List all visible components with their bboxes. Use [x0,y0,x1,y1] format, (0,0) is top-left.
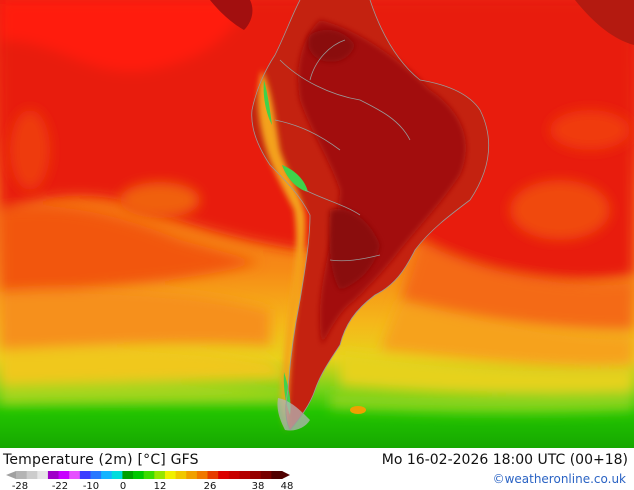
colorbar-swatch [79,471,91,479]
map-footer: Temperature (2m) [°C] GFS Mo 16-02-2026 … [0,448,634,490]
colorbar-tick-label: 48 [281,481,294,490]
colorbar-swatch [69,471,81,479]
colorbar-swatch [186,471,198,479]
colorbar-tick-label: 26 [204,481,217,490]
colorbar-min-arrow [6,471,16,479]
colorbar-swatch [218,471,230,479]
map-canvas [0,0,634,448]
colorbar-swatch [196,471,209,479]
colorbar-swatch [164,471,177,479]
colorbar-swatch [26,471,38,479]
colorbar-swatch [250,471,262,479]
colorbar-swatch [122,471,134,479]
colorbar-tick-label: -10 [83,481,99,490]
colorbar-swatch [101,471,113,479]
site-credit-link[interactable]: ©weatheronline.co.uk [492,472,626,486]
colorbar-swatch [260,471,272,479]
valid-time-label: Mo 16-02-2026 18:00 UTC (00+18) [381,452,628,468]
colorbar-legend: -28 -22 -10 0 12 26 38 48 [6,471,294,490]
colorbar-tick-label: -22 [52,481,68,490]
colorbar-swatch [228,471,240,479]
colorbar-swatch [37,471,49,479]
colorbar-swatch [58,471,70,479]
colorbar-swatches [6,471,290,479]
colorbar-swatch [47,471,60,479]
map-title: Temperature (2m) [°C] GFS [3,452,199,468]
colorbar-tick-label: 38 [252,481,265,490]
colorbar-swatch [90,471,102,479]
colorbar-swatch [175,471,187,479]
colorbar-swatch [143,471,155,479]
colorbar-swatch [133,471,145,479]
south-america [210,0,634,432]
colorbar-tick-label: -28 [12,481,28,490]
colorbar-swatch [154,471,166,479]
colorbar-tick-label: 0 [120,481,126,490]
colorbar-swatch [207,471,219,479]
ocean-patches [10,110,630,240]
colorbar-max-arrow [282,471,290,479]
colorbar-swatch [239,471,251,479]
colorbar-swatch [271,471,283,479]
colorbar-swatch [111,471,123,479]
colorbar-swatch [16,471,28,479]
colorbar-tick-labels: -28 -22 -10 0 12 26 38 48 [12,481,294,490]
temperature-map [0,0,634,448]
colorbar-tick-label: 12 [154,481,167,490]
country-borders [251,0,490,431]
